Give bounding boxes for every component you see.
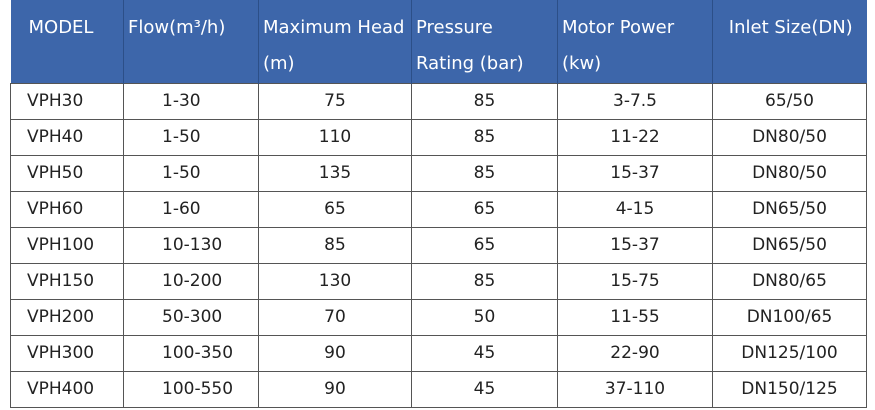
table-cell: 70 <box>258 298 412 336</box>
table-cell: 45 <box>411 334 558 372</box>
table-row: VPH100 10-130 85 65 15-37 DN65/50 <box>10 226 867 264</box>
table-cell: 65/50 <box>712 82 867 120</box>
header-cell: MODEL <box>10 0 124 83</box>
table-cell: DN150/125 <box>712 370 867 408</box>
table-cell: 85 <box>411 82 558 120</box>
table-cell: 3-7.5 <box>557 82 713 120</box>
table-row: VPH60 1-60 65 65 4-15 DN65/50 <box>10 190 867 228</box>
header-cell: Maximum Head (m) <box>258 0 412 83</box>
header-cell: Motor Power (kw) <box>557 0 713 83</box>
table-cell: VPH30 <box>10 82 124 120</box>
table-row: VPH200 50-300 70 50 11-55 DN100/65 <box>10 298 867 336</box>
table-cell: 65 <box>411 226 558 264</box>
table-cell: 85 <box>411 118 558 156</box>
table-cell: 15-37 <box>557 154 713 192</box>
table-cell: VPH40 <box>10 118 124 156</box>
header-row: MODEL Flow(m³/h) Maximum Head (m) Pressu… <box>10 0 867 83</box>
table-cell: 1-50 <box>123 154 259 192</box>
table-cell: 15-75 <box>557 262 713 300</box>
table-cell: 75 <box>258 82 412 120</box>
table-body: VPH30 1-30 75 85 3-7.5 65/50 VPH40 1-50 110 85 11-… <box>10 82 867 408</box>
table-cell: 11-22 <box>557 118 713 156</box>
table-cell: 4-15 <box>557 190 713 228</box>
table-row: VPH400 100-550 90 45 37-110 DN150/125 <box>10 370 867 408</box>
spec-table: MODEL Flow(m³/h) Maximum Head (m) Pressu… <box>10 0 867 408</box>
table-row: VPH40 1-50 110 85 11-22 DN80/50 <box>10 118 867 156</box>
table-cell: 65 <box>411 190 558 228</box>
table-cell: 130 <box>258 262 412 300</box>
header-cell: Flow(m³/h) <box>123 0 259 83</box>
table-header: MODEL Flow(m³/h) Maximum Head (m) Pressu… <box>10 0 867 83</box>
table-cell: DN80/50 <box>712 118 867 156</box>
table-cell: DN65/50 <box>712 190 867 228</box>
table-cell: 110 <box>258 118 412 156</box>
table-cell: 85 <box>258 226 412 264</box>
table-row: VPH150 10-200 130 85 15-75 DN80/65 <box>10 262 867 300</box>
table-cell: VPH50 <box>10 154 124 192</box>
table-cell: VPH60 <box>10 190 124 228</box>
table-cell: 1-50 <box>123 118 259 156</box>
table-cell: 10-130 <box>123 226 259 264</box>
table-cell: 90 <box>258 334 412 372</box>
table-cell: 135 <box>258 154 412 192</box>
table-cell: 65 <box>258 190 412 228</box>
table-cell: VPH150 <box>10 262 124 300</box>
table-cell: 1-60 <box>123 190 259 228</box>
table-cell: 37-110 <box>557 370 713 408</box>
table-row: VPH50 1-50 135 85 15-37 DN80/50 <box>10 154 867 192</box>
table-cell: DN80/50 <box>712 154 867 192</box>
header-cell: Inlet Size(DN) <box>712 0 867 83</box>
table-cell: 11-55 <box>557 298 713 336</box>
table-cell: 50 <box>411 298 558 336</box>
table-cell: 22-90 <box>557 334 713 372</box>
table-row: VPH300 100-350 90 45 22-90 DN125/100 <box>10 334 867 372</box>
table-cell: VPH200 <box>10 298 124 336</box>
table-cell: 85 <box>411 262 558 300</box>
table-cell: DN65/50 <box>712 226 867 264</box>
table-cell: 45 <box>411 370 558 408</box>
table-cell: 90 <box>258 370 412 408</box>
header-cell: Pressure Rating (bar) <box>411 0 558 83</box>
table-cell: 100-350 <box>123 334 259 372</box>
table-cell: DN100/65 <box>712 298 867 336</box>
table-cell: 15-37 <box>557 226 713 264</box>
table-cell: DN80/65 <box>712 262 867 300</box>
table-cell: 1-30 <box>123 82 259 120</box>
table-cell: DN125/100 <box>712 334 867 372</box>
table-cell: VPH400 <box>10 370 124 408</box>
table-cell: 10-200 <box>123 262 259 300</box>
table-cell: VPH100 <box>10 226 124 264</box>
table-cell: 50-300 <box>123 298 259 336</box>
table-cell: 100-550 <box>123 370 259 408</box>
table-cell: VPH300 <box>10 334 124 372</box>
table-cell: 85 <box>411 154 558 192</box>
table-row: VPH30 1-30 75 85 3-7.5 65/50 <box>10 82 867 120</box>
